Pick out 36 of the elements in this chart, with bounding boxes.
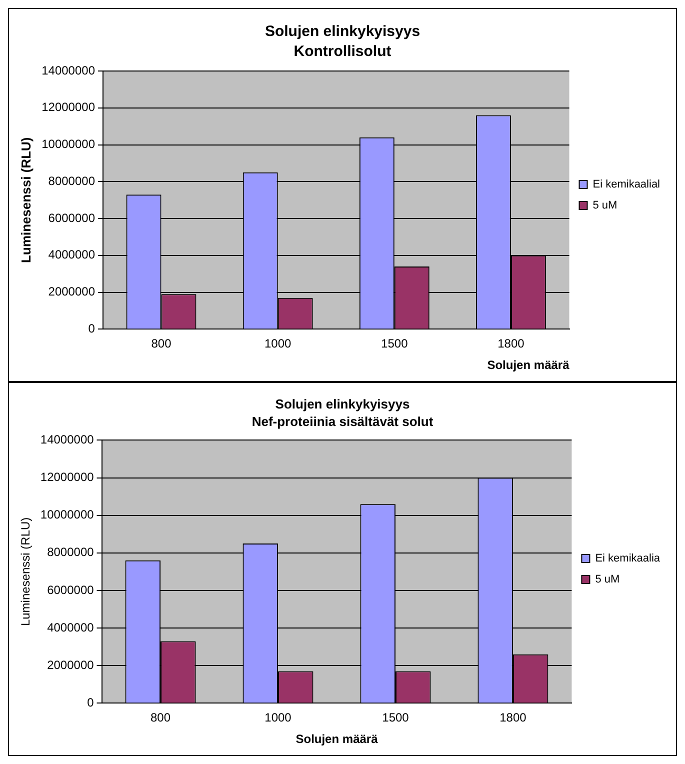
y-tick-label: 2000000 — [47, 658, 94, 672]
x-tick-label: 800 — [150, 710, 171, 725]
y-tick-label: 10000000 — [40, 508, 94, 522]
chart-title: Solujen elinkykyisyys — [275, 396, 410, 412]
chart-subtitle: Kontrollisolut — [294, 43, 392, 60]
x-axis-title: Solujen määrä — [487, 358, 570, 372]
legend-label: Ei kemikaalial — [592, 178, 660, 191]
y-tick-label: 8000000 — [48, 174, 96, 188]
legend-label: 5 uM — [592, 200, 618, 212]
x-tick-label: 1000 — [264, 336, 292, 351]
x-tick-label: 1800 — [498, 336, 525, 351]
y-tick-label: 2000000 — [48, 284, 96, 299]
y-tick-label: 8000000 — [47, 545, 94, 560]
x-tick-label: 800 — [151, 336, 172, 351]
y-tick-label: 4000000 — [47, 620, 94, 634]
y-tick-label: 14000000 — [40, 432, 94, 447]
x-tick-label: 1800 — [500, 710, 527, 725]
y-tick-label: 6000000 — [47, 582, 94, 597]
y-tick-label: 0 — [87, 696, 94, 710]
chart-title: Solujen elinkykyisyys — [264, 23, 420, 40]
y-tick-label: 12000000 — [40, 470, 94, 484]
x-tick-label: 1500 — [382, 710, 410, 725]
y-tick-label: 12000000 — [42, 100, 96, 114]
legend-label: Ei kemikaalia — [595, 552, 661, 565]
x-axis-title: Solujen määrä — [296, 732, 378, 746]
y-tick-label: 10000000 — [42, 137, 96, 152]
y-tick-label: 0 — [88, 322, 96, 336]
y-axis-title: Luminesenssi (RLU) — [18, 137, 34, 263]
chart-subtitle: Nef-proteiinia sisältävät solut — [252, 414, 434, 429]
y-tick-label: 4000000 — [48, 248, 96, 262]
x-tick-label: 1500 — [381, 336, 408, 351]
legend-label: 5 uM — [595, 574, 620, 586]
y-tick-label: 6000000 — [48, 210, 96, 225]
y-tick-label: 14000000 — [42, 63, 96, 78]
y-axis-title: Luminesenssi (RLU) — [18, 517, 33, 626]
x-tick-label: 1000 — [264, 710, 292, 725]
